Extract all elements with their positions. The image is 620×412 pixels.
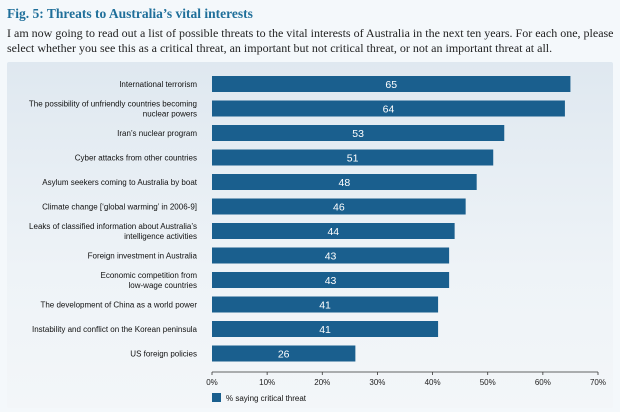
category-label: Climate change [‘global warming’ in 2006… (42, 203, 197, 212)
category-label: International terrorism (119, 80, 197, 89)
bar (212, 345, 356, 362)
bar (212, 223, 455, 239)
legend-label: % saying critical threat (226, 394, 307, 403)
x-tick-label: 10% (259, 378, 275, 387)
bar (212, 272, 450, 288)
x-tick-label: 60% (535, 378, 551, 387)
x-tick-label: 70% (590, 378, 606, 387)
category-label: Iran’s nuclear program (117, 129, 197, 138)
category-label: Cyber attacks from other countries (75, 154, 197, 163)
survey-question: I am now going to read out a list of pos… (7, 26, 614, 55)
x-tick-label: 20% (314, 378, 330, 387)
data-label: 41 (319, 300, 331, 312)
category-label: US foreign policies (130, 350, 197, 359)
category-label: nuclear powers (143, 110, 197, 119)
category-label: Economic competition from (101, 271, 198, 280)
bar (212, 198, 466, 215)
data-label: 48 (338, 177, 350, 189)
category-label: The development of China as a world powe… (40, 301, 197, 310)
bar (212, 247, 450, 264)
bar (212, 174, 477, 190)
data-label: 65 (385, 79, 397, 91)
category-label: The possibility of unfriendly countries … (29, 100, 197, 109)
bar (212, 149, 494, 166)
category-label: Foreign investment in Australia (88, 252, 198, 261)
data-label: 44 (327, 226, 339, 238)
data-label: 43 (325, 275, 337, 287)
category-label: Leaks of classified information about Au… (29, 222, 197, 231)
bar (212, 76, 571, 92)
bar (212, 125, 505, 141)
category-label: low-wage countries (129, 281, 197, 290)
bar (212, 100, 565, 117)
x-tick-label: 0% (206, 378, 218, 387)
category-label: intelligence activities (124, 232, 197, 241)
data-label: 51 (347, 153, 359, 165)
category-label: Instability and conflict on the Korean p… (32, 325, 198, 334)
legend-swatch (212, 393, 221, 402)
bar (212, 296, 439, 313)
data-label: 64 (383, 104, 395, 116)
data-label: 43 (325, 251, 337, 263)
x-tick-label: 40% (425, 378, 441, 387)
data-label: 46 (333, 202, 345, 214)
chart-title: Fig. 5: Threats to Australia’s vital int… (7, 6, 253, 21)
data-label: 53 (352, 128, 364, 140)
bar (212, 321, 439, 337)
x-tick-label: 30% (369, 378, 385, 387)
data-label: 41 (319, 324, 331, 336)
data-label: 26 (278, 349, 290, 361)
x-tick-label: 50% (480, 378, 496, 387)
category-label: Asylum seekers coming to Australia by bo… (42, 178, 198, 187)
